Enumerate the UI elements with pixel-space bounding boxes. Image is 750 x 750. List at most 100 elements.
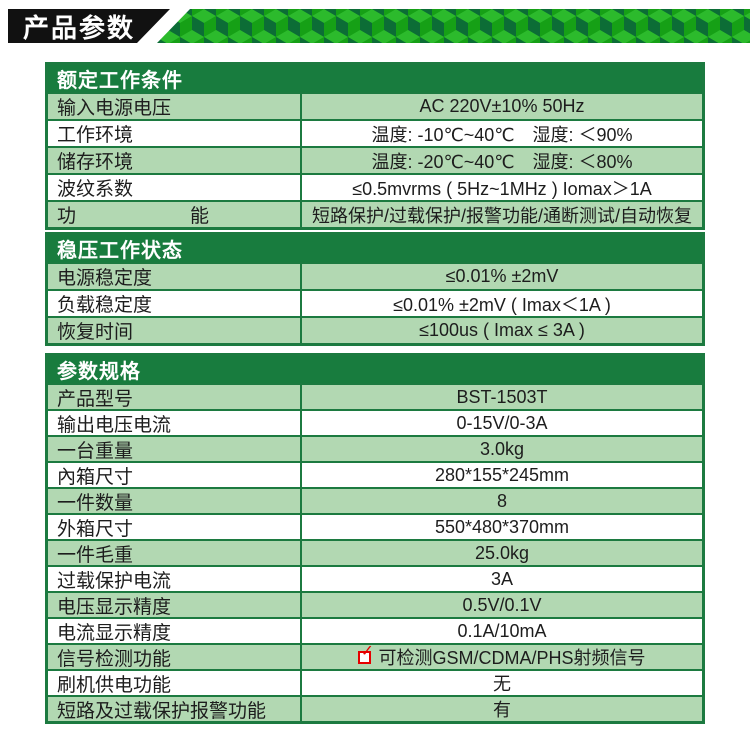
table-row: 波纹系数 ✓ ≤0.5mvrms ( 5Hz~1MHz ) Iomax＞1A	[48, 173, 702, 200]
spec-value-text: 280*155*245mm	[434, 464, 570, 485]
spec-value: ✓ 可检测GSM/CDMA/PHS射频信号	[302, 643, 702, 669]
spec-value-text: 0.5V/0.1V	[462, 594, 542, 615]
spec-value-text: 0-15V/0-3A	[456, 412, 548, 433]
table-rows: 输入电源电压 ✓ AC 220V±10% 50Hz 工作环境 ✓ 温度: -10…	[48, 92, 702, 227]
spec-label: 短路及过载保护报警功能	[48, 697, 302, 721]
spec-label: 一件数量	[48, 489, 302, 513]
spec-tables-area: 额定工作条件 输入电源电压 ✓ AC 220V±10% 50Hz 工作环境 ✓ …	[45, 52, 705, 724]
spec-value-text: 温度: -10℃~40℃ 湿度: ＜90%	[371, 124, 633, 145]
spec-value: ✓ 3A	[302, 567, 702, 591]
table-row: 储存环境 ✓ 温度: -20℃~40℃ 湿度: ＜80%	[48, 146, 702, 173]
spec-label: 功 能	[48, 202, 302, 227]
spec-value: ✓ 无	[302, 671, 702, 695]
table-row: 一件毛重 ✓ 25.0kg	[48, 539, 702, 565]
spec-value: ✓ ≤100us ( Imax ≤ 3A )	[302, 318, 702, 343]
spec-label: 工作环境	[48, 121, 302, 146]
table-rows: 产品型号 ✓ BST-1503T 输出电压电流 ✓ 0-15V/0-3A 一台重…	[48, 383, 702, 721]
table-row: 短路及过载保护报警功能 ✓ 有	[48, 695, 702, 721]
spec-value-text: AC 220V±10% 50Hz	[419, 96, 585, 116]
spec-label: 刷机供电功能	[48, 671, 302, 695]
spec-label: 输入电源电压	[48, 94, 302, 119]
table-row: 刷机供电功能 ✓ 无	[48, 669, 702, 695]
spec-value: ✓ ≤0.01% ±2mV	[302, 264, 702, 289]
spec-value: ✓ 温度: -20℃~40℃ 湿度: ＜80%	[302, 148, 702, 173]
spec-value-text: 3.0kg	[479, 438, 525, 459]
spec-label: 恢复时间	[48, 318, 302, 343]
table-row: 电源稳定度 ✓ ≤0.01% ±2mV	[48, 262, 702, 289]
table-row: 产品型号 ✓ BST-1503T	[48, 383, 702, 409]
red-checkbox-icon: ✓	[358, 643, 374, 664]
spec-value-text: 25.0kg	[474, 542, 530, 563]
spec-value: ✓ 温度: -10℃~40℃ 湿度: ＜90%	[302, 121, 702, 146]
spec-label: 一件毛重	[48, 541, 302, 565]
spec-label: 波纹系数	[48, 175, 302, 200]
spec-value-text: 0.1A/10mA	[457, 620, 547, 641]
spec-value-text: 无	[493, 674, 511, 694]
table-row: 內箱尺寸 ✓ 280*155*245mm	[48, 461, 702, 487]
spec-label: 电流显示精度	[48, 619, 302, 643]
table-rows: 电源稳定度 ✓ ≤0.01% ±2mV 负载稳定度 ✓ ≤0.01% ±2mV …	[48, 262, 702, 343]
spec-value-text: ≤0.01% ±2mV ( Imax＜1A )	[393, 294, 611, 315]
spec-value-text: 有	[493, 700, 511, 720]
spec-value-text: 550*480*370mm	[434, 516, 570, 537]
table-row: 输入电源电压 ✓ AC 220V±10% 50Hz	[48, 92, 702, 119]
spec-value: ✓ ≤0.5mvrms ( 5Hz~1MHz ) Iomax＞1A	[302, 175, 702, 200]
table-row: 一件数量 ✓ 8	[48, 487, 702, 513]
spec-value: ✓ BST-1503T	[302, 385, 702, 409]
spec-value: ✓ 0.1A/10mA	[302, 619, 702, 643]
spec-value: ✓ 8	[302, 489, 702, 513]
spec-value-text: BST-1503T	[456, 386, 548, 407]
spec-label: 输出电压电流	[48, 411, 302, 435]
spec-value-text: ≤100us ( Imax ≤ 3A )	[419, 320, 585, 340]
spec-label: 储存环境	[48, 148, 302, 173]
table-row: 恢复时间 ✓ ≤100us ( Imax ≤ 3A )	[48, 316, 702, 343]
spec-value-text: ≤0.01% ±2mV	[445, 266, 559, 286]
spec-label: 內箱尺寸	[48, 463, 302, 487]
table-row: 电流显示精度 ✓ 0.1A/10mA	[48, 617, 702, 643]
spec-label: 电压显示精度	[48, 593, 302, 617]
spec-value: ✓ 3.0kg	[302, 437, 702, 461]
table-row: 工作环境 ✓ 温度: -10℃~40℃ 湿度: ＜90%	[48, 119, 702, 146]
spec-value: ✓ 0-15V/0-3A	[302, 411, 702, 435]
table-section-header: 参数规格	[48, 356, 702, 383]
table-row: 电压显示精度 ✓ 0.5V/0.1V	[48, 591, 702, 617]
table-section-header: 稳压工作状态	[48, 235, 702, 262]
checkmark-icon: ✓	[360, 642, 374, 660]
spec-value: ✓ 有	[302, 697, 702, 721]
spec-table: 额定工作条件 输入电源电压 ✓ AC 220V±10% 50Hz 工作环境 ✓ …	[45, 62, 705, 230]
spec-value: ✓ AC 220V±10% 50Hz	[302, 94, 702, 119]
table-row: 信号检测功能 ✓ 可检测GSM/CDMA/PHS射频信号	[48, 643, 702, 669]
table-section-header: 额定工作条件	[48, 65, 702, 92]
spec-value: ✓ ≤0.01% ±2mV ( Imax＜1A )	[302, 291, 702, 316]
page-title: 产品参数	[23, 12, 136, 43]
spec-value-text: 温度: -20℃~40℃ 湿度: ＜80%	[371, 151, 633, 172]
spec-value-text: ≤0.5mvrms ( 5Hz~1MHz ) Iomax＞1A	[352, 178, 652, 199]
spec-label: 产品型号	[48, 385, 302, 409]
table-row: 一台重量 ✓ 3.0kg	[48, 435, 702, 461]
table-row: 负载稳定度 ✓ ≤0.01% ±2mV ( Imax＜1A )	[48, 289, 702, 316]
spec-value-text: 短路保护/过载保护/报警功能/通断测试/自动恢复	[311, 205, 692, 226]
spec-value-text: 8	[496, 490, 507, 511]
spec-label: 负载稳定度	[48, 291, 302, 316]
cube-pattern-strip	[157, 9, 750, 43]
spec-table: 稳压工作状态 电源稳定度 ✓ ≤0.01% ±2mV 负载稳定度 ✓ ≤0.01…	[45, 232, 705, 346]
banner: 产品参数	[0, 0, 750, 52]
table-row: 输出电压电流 ✓ 0-15V/0-3A	[48, 409, 702, 435]
banner-black-shape	[8, 9, 170, 43]
table-row: 过载保护电流 ✓ 3A	[48, 565, 702, 591]
spec-value: ✓ 0.5V/0.1V	[302, 593, 702, 617]
spec-label: 外箱尺寸	[48, 515, 302, 539]
table-row: 外箱尺寸 ✓ 550*480*370mm	[48, 513, 702, 539]
spec-table: 参数规格 产品型号 ✓ BST-1503T 输出电压电流 ✓ 0-15V/0-3…	[45, 353, 705, 724]
spec-value: ✓ 280*155*245mm	[302, 463, 702, 487]
spec-value: ✓ 短路保护/过载保护/报警功能/通断测试/自动恢复	[302, 202, 702, 227]
spec-value-text: 3A	[490, 568, 514, 589]
spec-value: ✓ 25.0kg	[302, 541, 702, 565]
banner-graphics	[8, 9, 750, 43]
spec-label: 电源稳定度	[48, 264, 302, 289]
spec-label: 信号检测功能	[48, 645, 302, 669]
table-row: 功 能 ✓ 短路保护/过载保护/报警功能/通断测试/自动恢复	[48, 200, 702, 227]
spec-label: 过载保护电流	[48, 567, 302, 591]
spec-value: ✓ 550*480*370mm	[302, 515, 702, 539]
spec-label: 一台重量	[48, 437, 302, 461]
